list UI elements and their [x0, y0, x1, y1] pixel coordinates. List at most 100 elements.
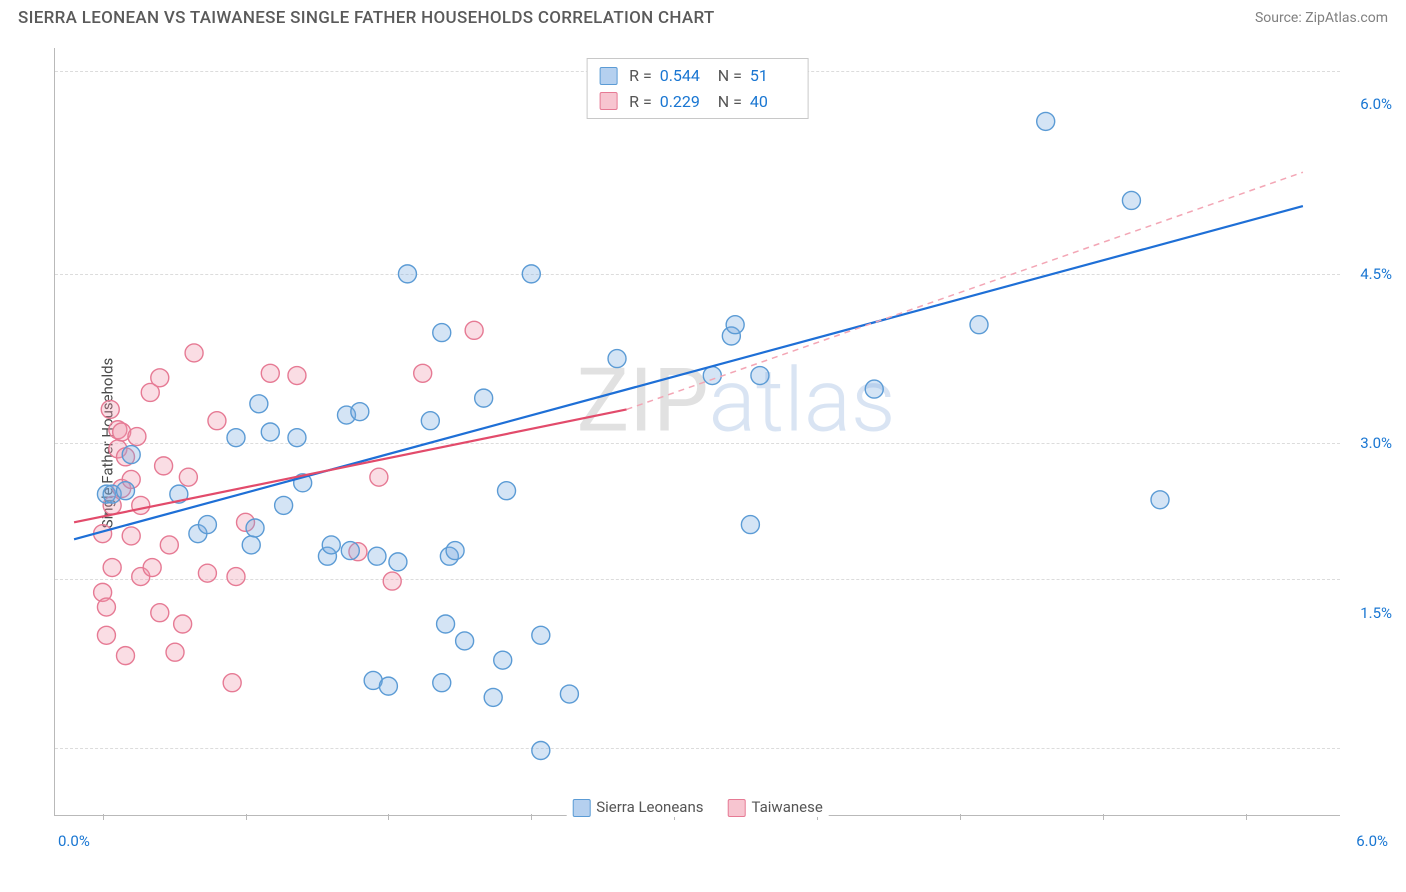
- legend-swatch-pink: [727, 799, 745, 817]
- scatter-point: [1037, 112, 1055, 130]
- scatter-point: [151, 369, 169, 387]
- legend-swatch-blue: [599, 67, 617, 85]
- scatter-point: [532, 741, 550, 759]
- legend-stats: R = 0.544 N = 51 R = 0.229 N = 40: [586, 58, 809, 119]
- scatter-point: [208, 412, 226, 430]
- scatter-point: [560, 685, 578, 703]
- legend-r-label: R =: [629, 89, 652, 115]
- y-tick-label: 3.0%: [1360, 434, 1392, 452]
- scatter-point: [865, 380, 883, 398]
- legend-stats-row: R = 0.229 N = 40: [599, 89, 796, 115]
- scatter-point: [246, 519, 264, 537]
- scatter-point: [103, 559, 121, 577]
- legend-r-value: 0.229: [660, 89, 706, 115]
- scatter-point: [261, 364, 279, 382]
- legend-n-value: 51: [750, 63, 796, 89]
- scatter-point: [433, 324, 451, 342]
- scatter-point: [116, 482, 134, 500]
- scatter-point: [227, 429, 245, 447]
- scatter-point: [155, 457, 173, 475]
- scatter-point: [389, 553, 407, 571]
- scatter-point: [498, 482, 516, 500]
- scatter-point: [351, 403, 369, 421]
- trendline-pink-extrapolated: [627, 172, 1303, 409]
- scatter-point: [166, 643, 184, 661]
- chart-source: Source: ZipAtlas.com: [1255, 10, 1388, 26]
- y-tick-label: 4.5%: [1360, 265, 1392, 283]
- legend-r-value: 0.544: [660, 63, 706, 89]
- scatter-point: [122, 527, 140, 545]
- x-axis-max-label: 6.0%: [1356, 832, 1388, 850]
- scatter-point: [341, 542, 359, 560]
- scatter-point: [494, 651, 512, 669]
- scatter-point: [446, 542, 464, 560]
- scatter-point: [726, 316, 744, 334]
- legend-r-label: R =: [629, 63, 652, 89]
- scatter-point: [198, 564, 216, 582]
- scatter-point: [288, 429, 306, 447]
- scatter-point: [370, 468, 388, 486]
- trendline-blue: [74, 206, 1303, 539]
- legend-n-label: N =: [718, 63, 742, 89]
- scatter-point: [414, 364, 432, 382]
- scatter-point: [751, 367, 769, 385]
- scatter-point: [1151, 491, 1169, 509]
- scatter-point: [223, 674, 241, 692]
- scatter-plot-svg: [55, 48, 1340, 815]
- scatter-point: [398, 265, 416, 283]
- scatter-point: [437, 615, 455, 633]
- scatter-point: [179, 468, 197, 486]
- scatter-point: [322, 536, 340, 554]
- scatter-point: [143, 559, 161, 577]
- chart-header: SIERRA LEONEAN VS TAIWANESE SINGLE FATHE…: [0, 0, 1406, 28]
- legend-label: Taiwanese: [751, 798, 822, 816]
- scatter-point: [522, 265, 540, 283]
- scatter-point: [261, 423, 279, 441]
- scatter-point: [433, 674, 451, 692]
- chart-container: Single Father Households ZIPatlas R = 0.…: [14, 38, 1392, 848]
- scatter-point: [741, 516, 759, 534]
- scatter-point: [532, 626, 550, 644]
- scatter-point: [242, 536, 260, 554]
- scatter-point: [465, 321, 483, 339]
- scatter-point: [608, 350, 626, 368]
- scatter-point: [97, 598, 115, 616]
- scatter-point: [383, 572, 401, 590]
- legend-n-value: 40: [750, 89, 796, 115]
- scatter-point: [122, 446, 140, 464]
- scatter-point: [475, 389, 493, 407]
- scatter-point: [198, 516, 216, 534]
- legend-n-label: N =: [718, 89, 742, 115]
- scatter-point: [132, 496, 150, 514]
- y-tick-label: 1.5%: [1360, 604, 1392, 622]
- scatter-point: [250, 395, 268, 413]
- legend-series: Sierra Leoneans Taiwanese: [566, 798, 829, 817]
- y-tick-label: 6.0%: [1360, 95, 1392, 113]
- scatter-point: [116, 647, 134, 665]
- scatter-point: [484, 688, 502, 706]
- plot-area: ZIPatlas R = 0.544 N = 51 R = 0.229 N = …: [54, 48, 1340, 816]
- legend-item: Sierra Leoneans: [572, 798, 703, 817]
- scatter-point: [379, 677, 397, 695]
- legend-swatch-pink: [599, 92, 617, 110]
- legend-swatch-blue: [572, 799, 590, 817]
- scatter-point: [227, 568, 245, 586]
- scatter-point: [185, 344, 203, 362]
- legend-item: Taiwanese: [727, 798, 822, 817]
- scatter-point: [1122, 191, 1140, 209]
- legend-stats-row: R = 0.544 N = 51: [599, 63, 796, 89]
- scatter-point: [970, 316, 988, 334]
- scatter-point: [101, 400, 119, 418]
- scatter-point: [97, 626, 115, 644]
- legend-label: Sierra Leoneans: [596, 798, 703, 816]
- scatter-point: [128, 428, 146, 446]
- scatter-point: [151, 604, 169, 622]
- x-axis-min-label: 0.0%: [58, 832, 90, 850]
- scatter-point: [703, 367, 721, 385]
- scatter-point: [421, 412, 439, 430]
- scatter-point: [456, 632, 474, 650]
- scatter-point: [368, 547, 386, 565]
- scatter-point: [288, 367, 306, 385]
- scatter-point: [275, 496, 293, 514]
- chart-title: SIERRA LEONEAN VS TAIWANESE SINGLE FATHE…: [18, 8, 715, 28]
